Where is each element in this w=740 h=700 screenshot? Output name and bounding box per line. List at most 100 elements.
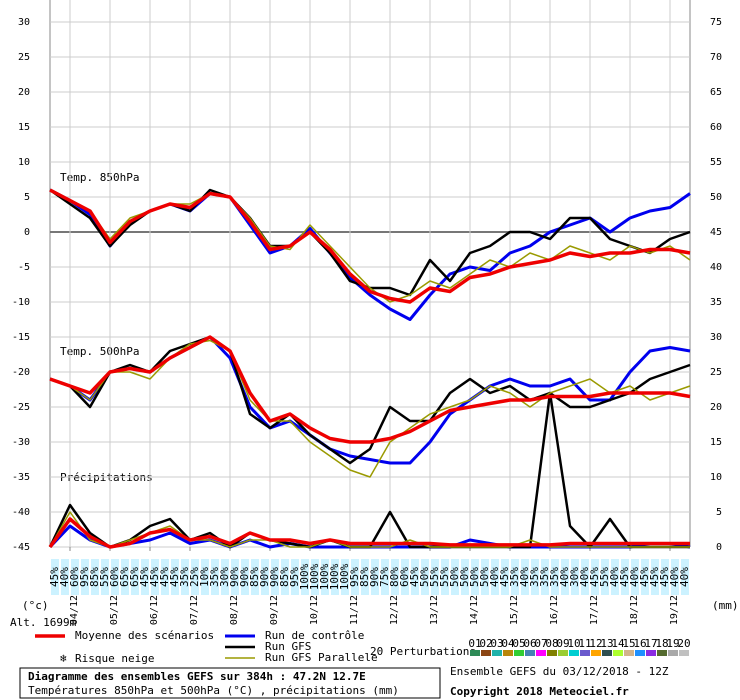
y-tick-label: 20: [18, 87, 30, 98]
snow-cell: [461, 559, 469, 595]
perturbation-number: 03: [490, 637, 503, 650]
perturbation-swatch: [580, 650, 590, 656]
snow-cell: [411, 559, 419, 595]
y-tick-label: 10: [18, 157, 30, 168]
snow-cell: [351, 559, 359, 595]
snow-cell: [331, 559, 339, 595]
snow-cell: [101, 559, 109, 595]
snow-cell: [201, 559, 209, 595]
perturbation-swatch: [503, 650, 513, 656]
snow-cell: [471, 559, 479, 595]
snow-risk: 95%: [348, 567, 361, 587]
snow-cell: [561, 559, 569, 595]
snow-cell: [221, 559, 229, 595]
y2-tick-label: 60: [710, 122, 722, 133]
snow-risk: 55%: [98, 567, 111, 587]
snow-cell: [71, 559, 79, 595]
perturbation-swatch: [679, 650, 689, 656]
snow-risk: 85%: [358, 567, 371, 587]
snow-cell: [51, 559, 59, 595]
perturbation-swatch: [613, 650, 623, 656]
snow-risk: 45%: [148, 567, 161, 587]
snow-cell: [151, 559, 159, 595]
x-tick-label: 07/12: [189, 595, 200, 625]
snow-cell: [271, 559, 279, 595]
perturbation-swatch: [668, 650, 678, 656]
y2-tick-label: 45: [710, 227, 722, 238]
snow-risk: 45%: [168, 567, 181, 587]
x-tick-label: 08/12: [229, 595, 240, 625]
y-tick-label: -10: [12, 297, 30, 308]
snow-risk: 75%: [378, 567, 391, 587]
snow-risk: 55%: [598, 567, 611, 587]
panel-label: Temp. 500hPa: [60, 345, 139, 358]
perturbation-swatch: [470, 650, 480, 656]
snow-cell: [251, 559, 259, 595]
snow-cell: [681, 559, 689, 595]
legend-label: Run de contrôle: [265, 629, 364, 642]
y-tick-label: -5: [18, 262, 30, 273]
snow-cell: [81, 559, 89, 595]
x-tick-label: 19/12: [669, 595, 680, 625]
snow-cell: [111, 559, 119, 595]
snow-cell: [571, 559, 579, 595]
perturbation-swatch: [547, 650, 557, 656]
snow-risk: 95%: [288, 567, 301, 587]
y2-tick-label: 20: [710, 402, 722, 413]
snow-cell: [401, 559, 409, 595]
y2-tick-label: 25: [710, 367, 722, 378]
snow-cell: [61, 559, 69, 595]
snow-risk: 30%: [568, 567, 581, 587]
perturbation-number: 19: [666, 637, 679, 650]
snow-risk: 100%: [308, 563, 321, 590]
snow-risk: 50%: [458, 567, 471, 587]
snow-risk: 35%: [208, 567, 221, 587]
snow-cell: [131, 559, 139, 595]
series-line: [49, 339, 691, 478]
snow-risk: 35%: [528, 567, 541, 587]
perturbation-number: 08: [545, 637, 558, 650]
snow-risk: 45%: [498, 567, 511, 587]
snow-cell: [161, 559, 169, 595]
y2-tick-label: 65: [710, 87, 722, 98]
snow-cell: [611, 559, 619, 595]
x-tick-label: 15/12: [509, 595, 520, 625]
snow-risk: 40%: [668, 567, 681, 587]
legend-label: Moyenne des scénarios: [75, 629, 214, 642]
perturbation-swatch: [481, 650, 491, 656]
perturbation-swatch: [602, 650, 612, 656]
x-tick-label: 16/12: [549, 595, 560, 625]
perturbation-number: 04: [501, 637, 515, 650]
snow-risk: 25%: [188, 567, 201, 587]
snow-cell: [141, 559, 149, 595]
snow-cell: [661, 559, 669, 595]
snow-risk: 90%: [238, 567, 251, 587]
snow-risk: 90%: [258, 567, 271, 587]
perturbation-number: 05: [512, 637, 525, 650]
snow-cell: [591, 559, 599, 595]
x-tick-label: 09/12: [269, 595, 280, 625]
snow-cell: [531, 559, 539, 595]
perturbation-number: 11: [578, 637, 591, 650]
snow-risk: 100%: [298, 563, 311, 590]
perturbation-number: 15: [622, 637, 635, 650]
perturbation-swatch: [525, 650, 535, 656]
snow-risk: 85%: [248, 567, 261, 587]
perturbation-swatch: [569, 650, 579, 656]
y2-tick-label: 0: [716, 542, 722, 553]
snow-cell: [191, 559, 199, 595]
snow-cell: [491, 559, 499, 595]
x-tick-label: 05/12: [109, 595, 120, 625]
snow-cell: [261, 559, 269, 595]
chart-title: Diagramme des ensembles GEFS sur 384h : …: [28, 670, 366, 683]
perturbation-number: 20: [677, 637, 690, 650]
snow-risk: 90%: [228, 567, 241, 587]
perturbation-swatch: [657, 650, 667, 656]
snow-cell: [241, 559, 249, 595]
snow-risk: 90%: [368, 567, 381, 587]
snow-cell: [511, 559, 519, 595]
y-tick-label: 30: [18, 17, 30, 28]
snow-icon: ❄: [60, 652, 67, 665]
snow-risk: 50%: [448, 567, 461, 587]
snow-cell: [671, 559, 679, 595]
